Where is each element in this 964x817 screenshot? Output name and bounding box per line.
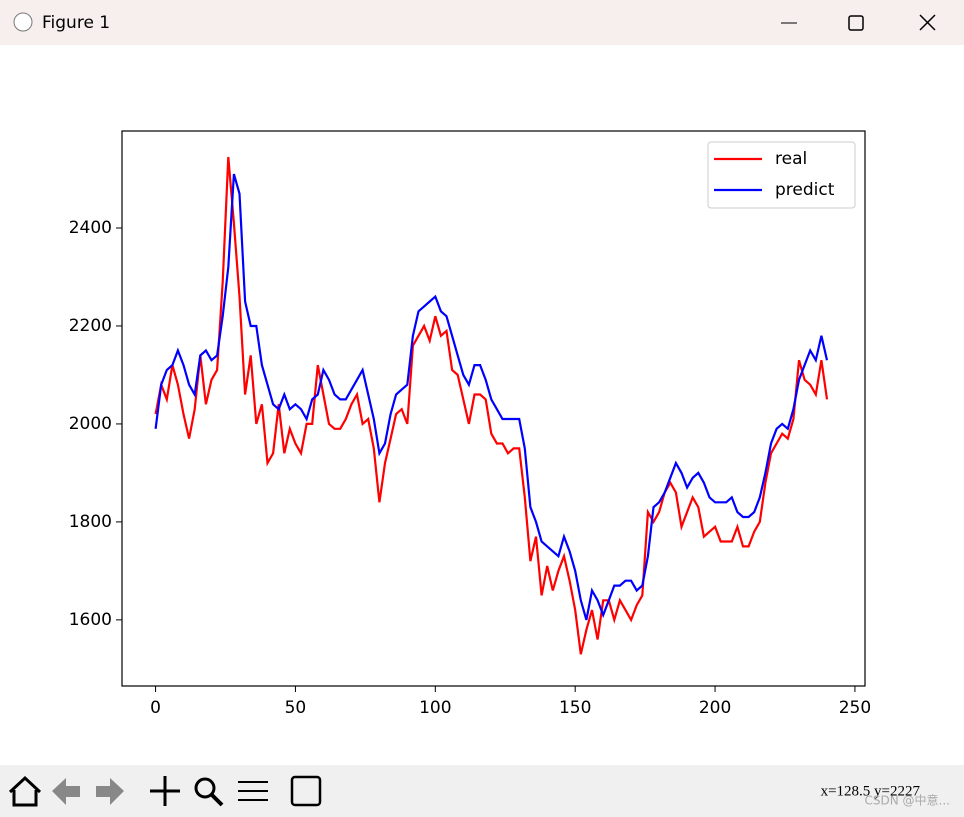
title-bar <box>0 0 964 45</box>
status-text: x=128.5 y=2227 <box>821 783 921 799</box>
configure-button[interactable] <box>238 781 268 801</box>
window-title: Figure 1 <box>42 13 110 33</box>
app-icon <box>13 12 33 32</box>
x-tick-label: 150 <box>559 698 591 718</box>
y-tick-label: 2200 <box>69 316 112 336</box>
legend-label: real <box>775 149 807 169</box>
maximize-button[interactable] <box>848 15 864 31</box>
series-line <box>154 173 829 621</box>
x-tick-label: 50 <box>285 698 307 718</box>
x-tick-label: 250 <box>839 698 871 718</box>
home-button[interactable] <box>8 775 42 807</box>
x-tick-label: 0 <box>150 698 161 718</box>
back-button[interactable] <box>52 778 80 805</box>
y-tick-label: 2400 <box>69 218 112 238</box>
x-tick-label: 200 <box>699 698 731 718</box>
close-button[interactable] <box>919 14 936 31</box>
y-tick-label: 1600 <box>69 610 112 630</box>
x-tick-label: 100 <box>419 698 451 718</box>
pan-button[interactable] <box>150 776 180 806</box>
y-tick-label: 1800 <box>69 512 112 532</box>
watermark: CSDN @中意... <box>865 793 950 808</box>
plot: 1600 1800 2000 2200 2400 0 50 100 150 200 250 real p… <box>69 130 871 718</box>
toolbar-icons <box>8 775 322 807</box>
axes-frame <box>121 130 866 687</box>
y-tick-label: 2000 <box>69 414 112 434</box>
legend-label: predict <box>775 180 835 200</box>
series-line <box>154 156 829 655</box>
toolbar <box>0 765 964 817</box>
forward-button[interactable] <box>96 778 124 805</box>
zoom-button[interactable] <box>194 777 216 799</box>
save-button[interactable] <box>290 775 322 807</box>
